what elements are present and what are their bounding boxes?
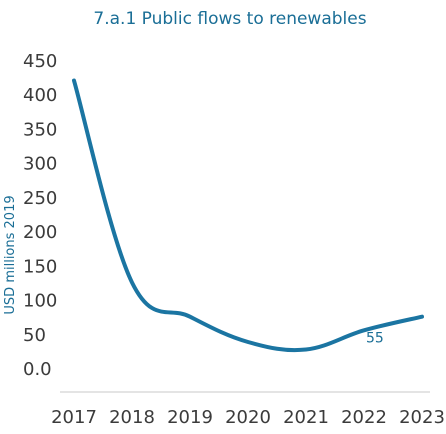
y-tick-label: 250 [23, 188, 57, 209]
y-tick-label: 50 [23, 325, 46, 346]
x-tick-label: 2019 [167, 407, 213, 428]
y-tick-label: 300 [23, 154, 57, 175]
chart-title: 7.a.1 Public flows to renewables [93, 9, 366, 29]
y-tick-label: 350 [23, 119, 57, 140]
x-tick-label: 2022 [341, 407, 387, 428]
series-lines [72, 78, 424, 353]
data-label: 55 [366, 330, 384, 346]
y-tick-labels: 0.0 50 100 150 200 250 300 350 400 450 [23, 51, 57, 380]
x-tick-label: 2020 [225, 407, 271, 428]
y-tick-label: 200 [23, 222, 57, 243]
x-tick-labels: 2017 2018 2019 2020 2021 2022 2023 [51, 407, 445, 428]
x-tick-label: 2023 [399, 407, 445, 428]
y-tick-label: 150 [23, 256, 57, 277]
y-tick-label: 400 [23, 85, 57, 106]
y-axis-label: USD millions 2019 [3, 195, 18, 314]
data-labels: 55 [366, 330, 384, 346]
x-tick-label: 2017 [51, 407, 97, 428]
y-tick-label: 450 [23, 51, 57, 72]
x-tick-label: 2021 [283, 407, 329, 428]
series-line [72, 78, 424, 353]
y-tick-label: 100 [23, 291, 57, 312]
x-tick-label: 2018 [109, 407, 155, 428]
y-tick-label: 0.0 [23, 359, 52, 380]
